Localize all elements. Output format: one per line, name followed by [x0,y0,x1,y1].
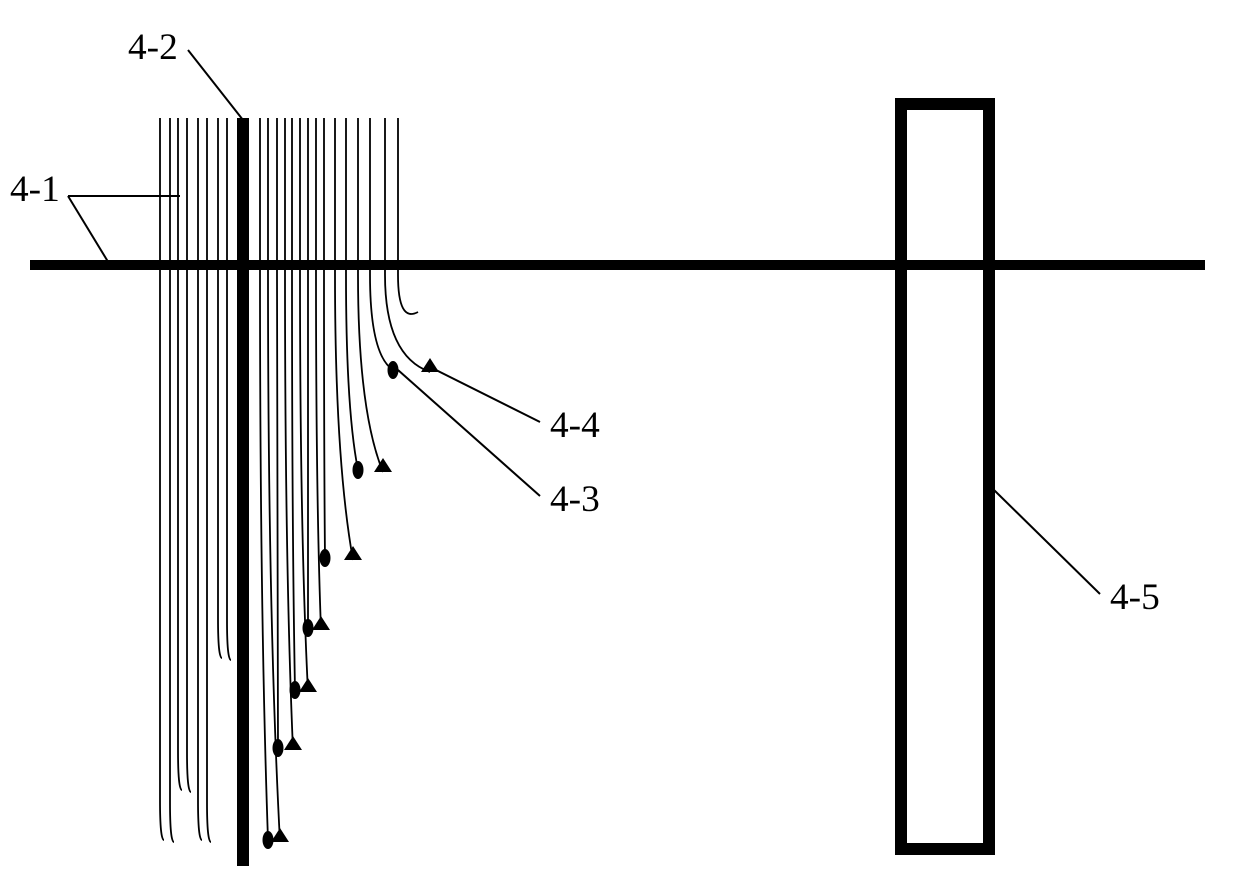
label-4-1: 4-1 [10,168,60,211]
label-4-3: 4-3 [550,478,600,521]
label-4-4: 4-4 [550,404,600,447]
label-4-5: 4-5 [1110,576,1160,619]
svg-diagram [0,0,1240,889]
diagram-canvas: 4-2 4-1 4-4 4-3 4-5 [0,0,1240,889]
label-4-2: 4-2 [128,26,178,69]
